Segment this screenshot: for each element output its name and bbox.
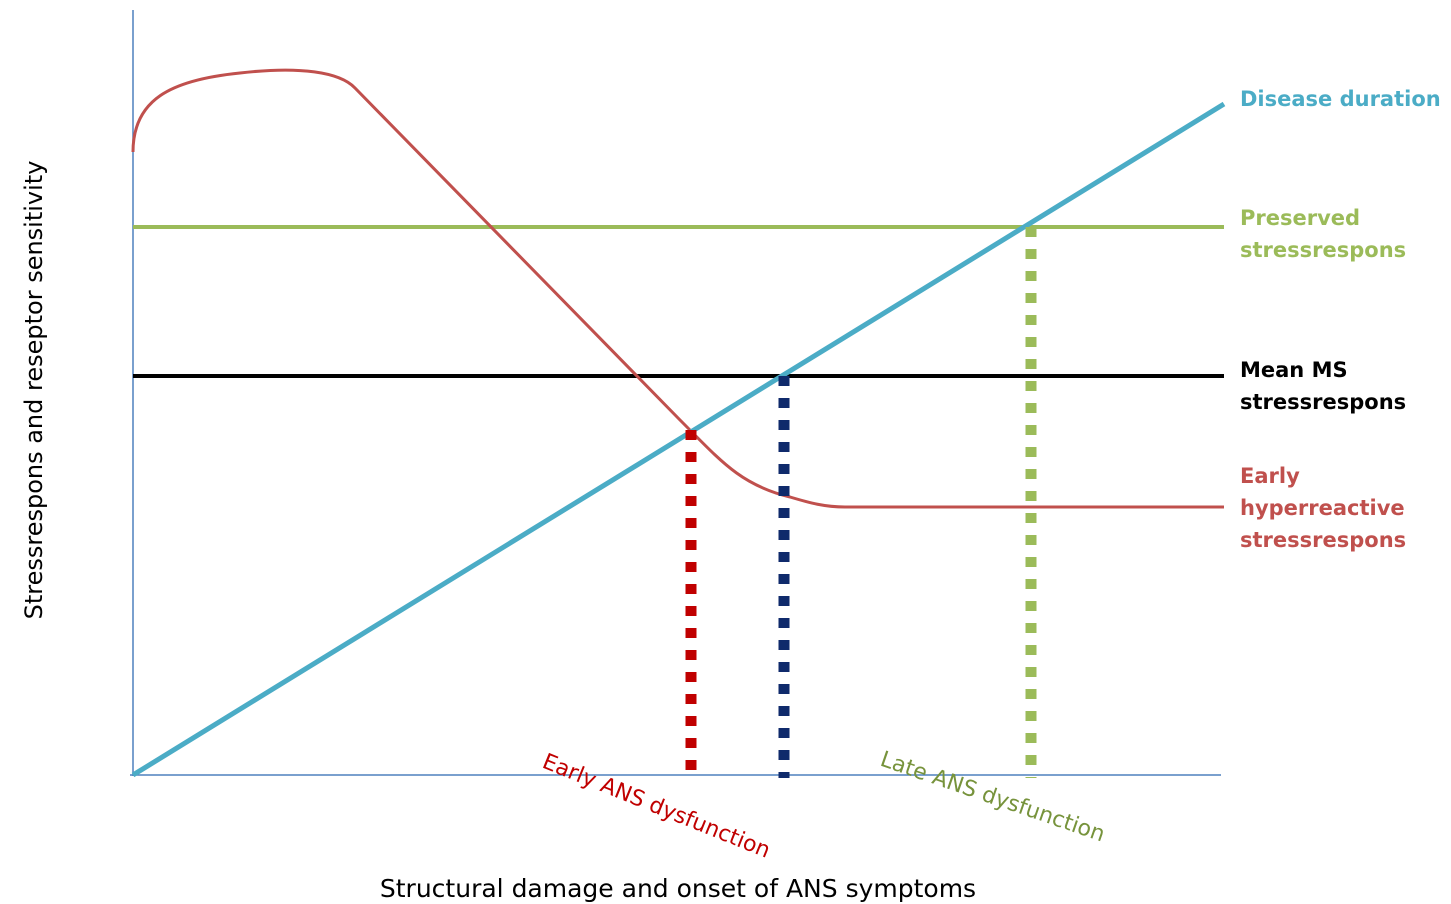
curve-label: Preserved stressrespons (1240, 206, 1406, 262)
label-line: stressrespons (1240, 390, 1406, 414)
curve-label: Disease duration (1240, 87, 1441, 111)
marker-label: Late ANS dysfunction (877, 747, 1108, 847)
early-curve (131, 68, 1224, 509)
label-line: Disease duration (1240, 87, 1441, 111)
label-line: Mean MS (1240, 358, 1348, 382)
label-line: Preserved (1240, 206, 1360, 230)
curve-label: Mean MS stressrespons (1240, 358, 1406, 414)
label-line: hyperreactive (1240, 496, 1405, 520)
label-line: Early (1240, 464, 1300, 488)
y-axis-label: Stressrespons and reseptor sensitivity (20, 161, 48, 620)
label-line: stressrespons (1240, 238, 1406, 262)
marker-label: Early ANS dysfunction (539, 749, 774, 863)
curve-label: Early hyperreactive stressrespons (1240, 464, 1406, 552)
duration-line (131, 101, 1226, 778)
label-line: stressrespons (1240, 528, 1406, 552)
x-axis-label: Structural damage and onset of ANS sympt… (380, 874, 976, 903)
